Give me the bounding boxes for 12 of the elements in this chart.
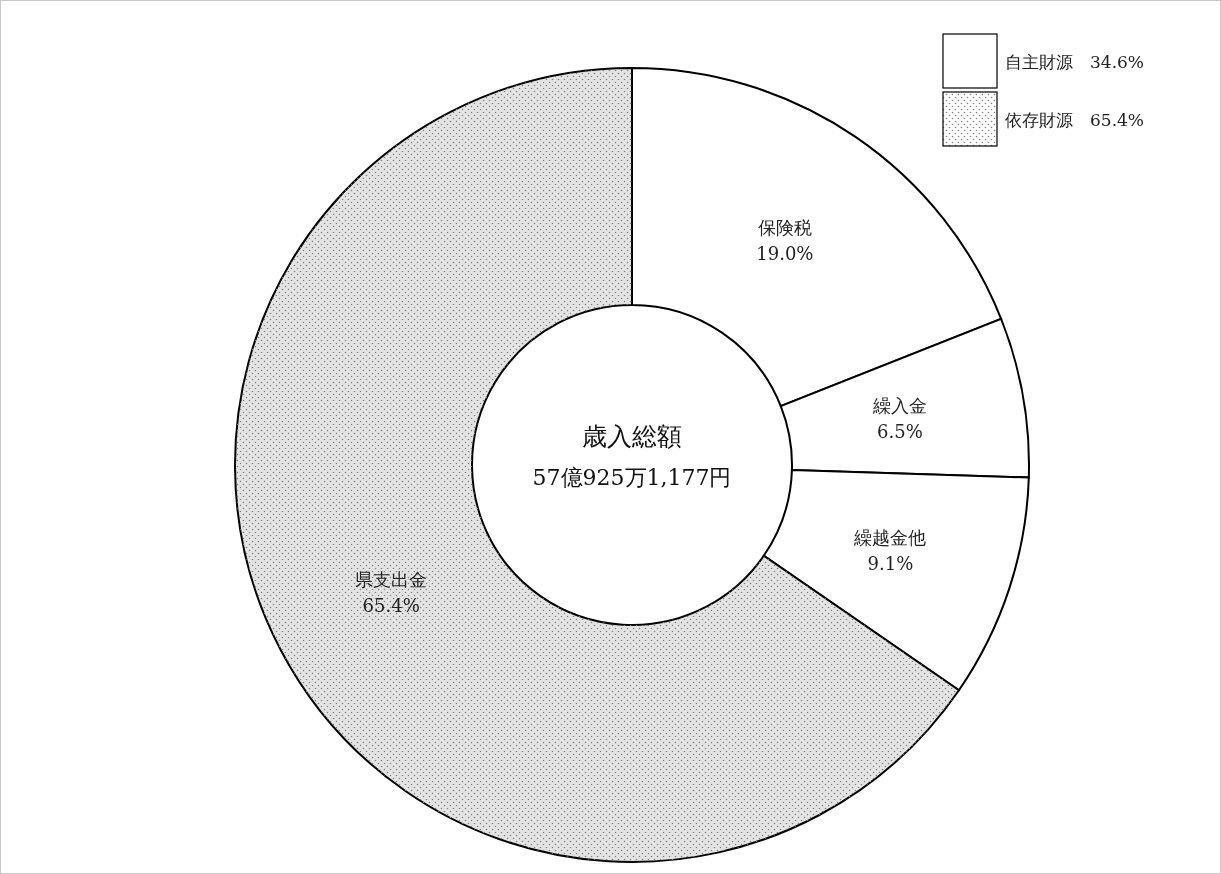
- slice-label: 繰入金: [871, 395, 927, 417]
- text: 自主財源 34.6%: [1005, 52, 1145, 72]
- data-label: 19.0%: [756, 243, 814, 265]
- data-label: 6.5%: [877, 421, 923, 443]
- slice-label: 県支出金: [355, 568, 428, 590]
- text: 歳入総額: [582, 422, 682, 451]
- text: 57億925万1,177円: [532, 465, 732, 490]
- text: 依存財源 65.4%: [1005, 110, 1145, 130]
- slice-label: 保険税: [757, 217, 812, 239]
- slice-label: 繰越金他: [853, 526, 927, 548]
- data-label: 9.1%: [867, 552, 914, 574]
- data-label: 65.4%: [362, 594, 420, 616]
